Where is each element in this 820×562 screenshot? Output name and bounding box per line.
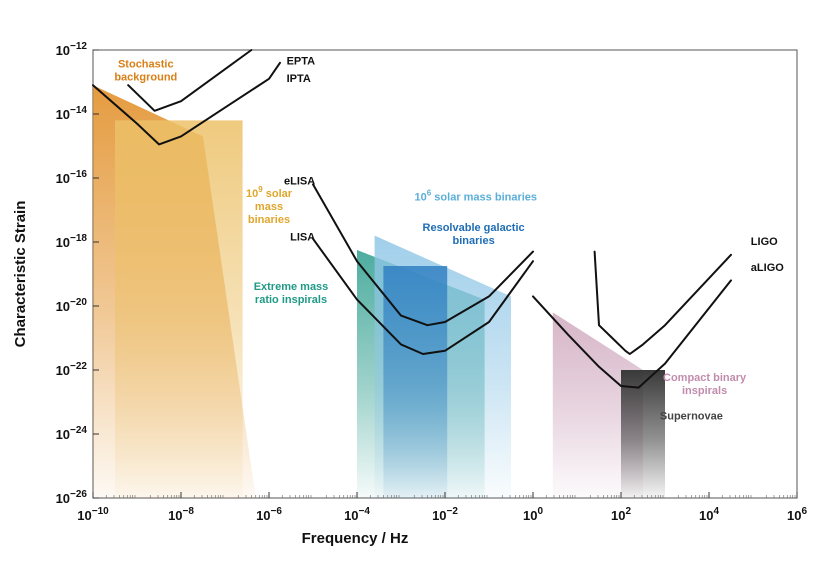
label-aligo: aLIGO [751, 262, 784, 274]
label-epta: EPTA [287, 55, 316, 67]
x-tick-label: 10−4 [344, 506, 370, 523]
x-tick-label: 10−2 [432, 506, 458, 523]
y-axis-label: Characteristic Strain [12, 201, 29, 348]
region-compact-binary-inspirals [552, 312, 643, 498]
x-tick-label: 104 [699, 506, 719, 523]
label-solar6: 106 solar mass binaries [415, 188, 537, 203]
curve-aligo [532, 279, 732, 389]
curve-ligo [593, 250, 732, 355]
label-compact: Compact binary inspirals [663, 372, 747, 397]
label-supernovae: Supernovae [660, 411, 723, 423]
label-stochastic: Stochastic background [114, 59, 177, 84]
region-109-solar-mass-binaries [115, 120, 243, 499]
label-ipta: IPTA [287, 73, 311, 85]
y-tick-label: 10−26 [56, 489, 88, 506]
x-tick-label: 10−10 [77, 506, 109, 523]
x-axis-ticks: 10−10 10−8 10−6 10−4 10−2 100 102 104 106 [77, 492, 807, 523]
label-elisa: eLISA [284, 175, 315, 187]
label-solar9: 109 solar mass binaries [246, 185, 293, 226]
region-supernovae [621, 370, 665, 498]
y-tick-label: 10−24 [56, 425, 88, 442]
label-ligo: LIGO [751, 236, 778, 248]
x-tick-label: 10−8 [168, 506, 194, 523]
y-tick-label: 10−18 [56, 233, 88, 250]
y-tick-label: 10−22 [56, 361, 88, 378]
x-axis-label: Frequency / Hz [302, 530, 409, 547]
y-tick-label: 10−12 [56, 41, 88, 58]
x-tick-label: 10−6 [256, 506, 282, 523]
curve-ipta [92, 61, 281, 146]
curve-elisa [312, 183, 534, 327]
region-resolvable-galactic-binaries [383, 266, 448, 498]
y-axis-ticks: 10−26 10−24 10−22 10−20 10−18 10−16 10−14 10−12 [56, 41, 99, 506]
y-tick-label: 10−16 [56, 169, 88, 186]
x-tick-label: 100 [523, 506, 543, 523]
curve-epta [127, 49, 253, 112]
label-emri: Extreme mass ratio inspirals [254, 281, 329, 306]
curve-lisa [312, 237, 534, 355]
y-tick-label: 10−14 [56, 105, 88, 122]
label-lisa: LISA [290, 231, 315, 243]
x-tick-label: 102 [611, 506, 631, 523]
label-galactic: Resolvable galactic binaries [423, 222, 525, 247]
x-tick-label: 106 [787, 506, 807, 523]
y-tick-label: 10−20 [56, 297, 88, 314]
